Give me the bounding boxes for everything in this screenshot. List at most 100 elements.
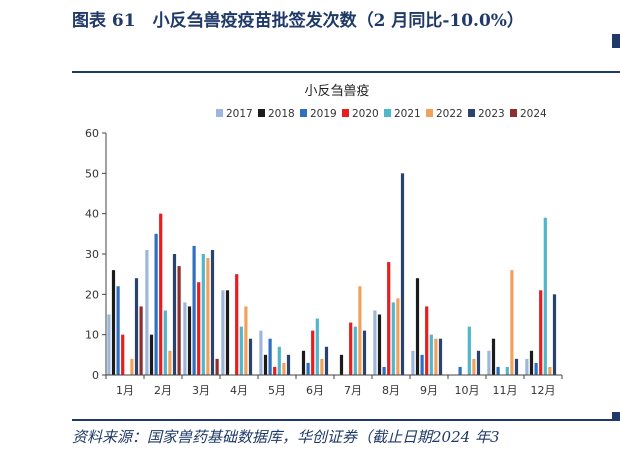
y-tick-label: 10: [85, 329, 99, 342]
bar-2023-1: [134, 278, 139, 375]
bar-2020-5: [273, 366, 277, 375]
top-rule: [72, 71, 620, 73]
bar-2018-12: [529, 350, 534, 375]
chart-title: 小反刍兽疫: [304, 83, 369, 99]
bar-2021-3: [201, 254, 205, 375]
bar-2018-2: [149, 334, 154, 375]
legend-label-2018: 2018: [268, 108, 295, 120]
x-tick-label: 8月: [382, 384, 400, 397]
bar-chart: 小反刍兽疫 2017 2018 2019 2020 2021 2022 2023 2024 0…: [85, 83, 563, 397]
bar-2021-4: [239, 326, 243, 375]
bar-2018-5: [263, 354, 268, 375]
legend-label-2024: 2024: [520, 108, 547, 120]
page-edge-mark-bottom: [612, 412, 620, 420]
bar-2021-12: [543, 217, 547, 375]
page-edge-mark: [612, 34, 620, 48]
legend-swatch-2020: [342, 109, 349, 117]
bar-2022-9: [434, 338, 438, 375]
y-tick-label: 60: [85, 127, 99, 140]
bar-2020-12: [539, 290, 543, 375]
bar-2023-11: [514, 358, 519, 375]
x-tick-label: 10月: [455, 384, 480, 397]
bar-2018-11: [491, 338, 496, 375]
bar-2022-12: [548, 366, 552, 375]
bar-2021-8: [391, 302, 395, 375]
bar-2018-7: [339, 354, 344, 375]
bar-2017-8: [373, 310, 377, 375]
x-tick-label: 12月: [531, 384, 556, 397]
bar-2023-7: [362, 330, 367, 375]
bar-2017-2: [145, 249, 149, 375]
y-axis: 0 10 20 30 40 50 60: [85, 127, 107, 382]
bar-2022-7: [358, 286, 362, 375]
bar-2018-6: [301, 350, 306, 375]
bar-2021-11: [505, 366, 509, 375]
bar-2023-3: [210, 249, 215, 375]
bar-2023-9: [438, 338, 443, 375]
bar-2023-8: [400, 173, 405, 375]
bar-2018-4: [225, 290, 230, 375]
bar-2017-3: [183, 302, 187, 375]
bar-2020-6: [311, 330, 315, 375]
x-tick-label: 4月: [230, 384, 248, 397]
legend-label-2019: 2019: [310, 108, 337, 120]
bar-2019-10: [458, 366, 462, 375]
bars: [107, 173, 557, 375]
bar-2019-12: [534, 362, 538, 375]
x-tick-label: 6月: [306, 384, 324, 397]
legend-swatch-2024: [510, 109, 517, 117]
legend: 2017 2018 2019 2020 2021 2022 2023 2024: [216, 108, 547, 120]
y-tick-label: 50: [85, 167, 99, 180]
bar-2024-3: [215, 358, 219, 375]
bar-2020-3: [197, 282, 201, 375]
bar-2023-6: [324, 346, 329, 375]
bar-2022-4: [244, 306, 248, 375]
bar-2021-9: [429, 334, 433, 375]
bar-2018-3: [187, 306, 192, 375]
bar-2023-4: [248, 338, 253, 375]
bar-2022-5: [282, 362, 286, 375]
bar-2022-6: [320, 358, 324, 375]
bar-2022-10: [472, 358, 476, 375]
y-tick-label: 30: [85, 248, 99, 261]
bar-2020-4: [235, 274, 239, 375]
bar-2022-11: [510, 270, 514, 375]
x-axis: 1月 2月 3月 4月 5月 6月 7月 8月 9月 10月 11月 12月: [105, 374, 563, 397]
bar-2021-6: [315, 318, 319, 375]
legend-swatch-2022: [426, 109, 433, 117]
bar-2023-2: [172, 254, 177, 375]
y-tick-label: 0: [92, 369, 99, 382]
y-tick-label: 20: [85, 288, 99, 301]
bar-2020-9: [425, 306, 429, 375]
bar-2019-8: [382, 366, 386, 375]
bar-2022-3: [206, 258, 210, 375]
bar-2023-5: [286, 354, 291, 375]
bar-2022-1: [130, 358, 134, 375]
legend-swatch-2018: [258, 109, 265, 117]
legend-swatch-2021: [384, 109, 391, 117]
x-tick-label: 1月: [116, 384, 134, 397]
x-tick-label: 3月: [192, 384, 210, 397]
x-tick-label: 7月: [344, 384, 362, 397]
bar-2022-8: [396, 298, 400, 375]
y-tick-label: 40: [85, 208, 99, 221]
bar-2018-9: [415, 278, 420, 375]
bar-2021-7: [353, 326, 357, 375]
bar-2023-10: [476, 350, 481, 375]
x-tick-label: 2月: [154, 384, 172, 397]
bar-2019-3: [192, 245, 196, 375]
bar-2018-8: [377, 314, 382, 375]
bar-2024-2: [177, 266, 181, 375]
bar-2024-1: [139, 306, 143, 375]
bar-2019-6: [306, 362, 310, 375]
legend-swatch-2017: [216, 109, 223, 117]
bar-2019-2: [154, 233, 158, 375]
x-tick-label: 5月: [268, 384, 286, 397]
bar-2020-7: [349, 322, 353, 375]
bar-2017-11: [487, 350, 491, 375]
legend-label-2023: 2023: [478, 108, 505, 120]
bar-2023-12: [552, 294, 557, 375]
bar-2020-2: [159, 213, 163, 375]
bar-2021-2: [163, 310, 167, 375]
legend-label-2017: 2017: [226, 108, 253, 120]
